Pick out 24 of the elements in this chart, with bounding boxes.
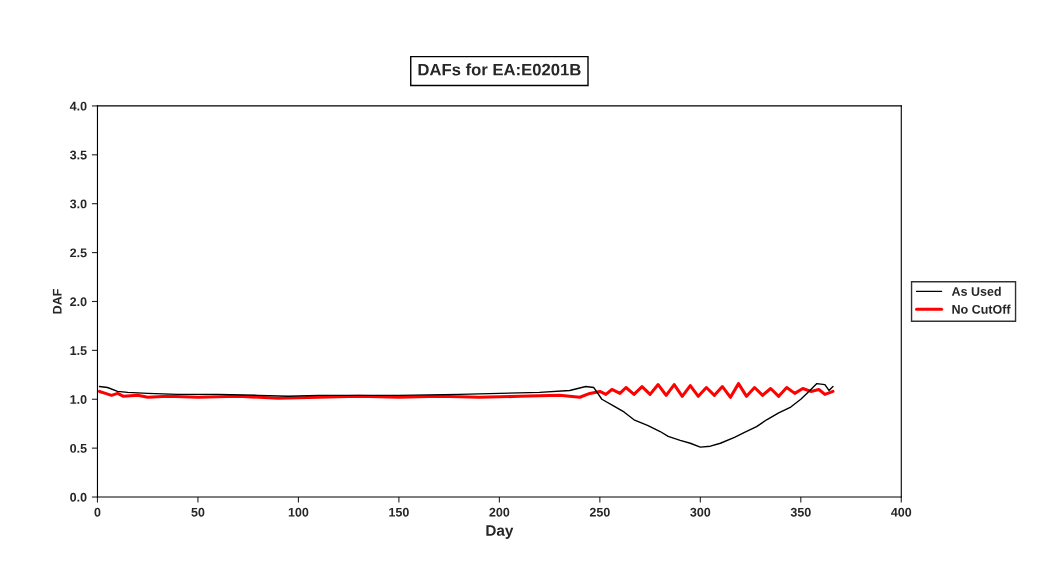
- legend-label: As Used: [951, 286, 1001, 296]
- x-tick-label: 350: [790, 507, 811, 517]
- legend-label: No CutOff: [952, 304, 1011, 314]
- x-tick-label: 50: [191, 507, 205, 517]
- y-tick-label: 3.5: [69, 150, 87, 160]
- chart-title: DAFs for EA:E0201B: [418, 63, 581, 76]
- line-series: [97, 382, 835, 400]
- x-tick-label: 100: [288, 507, 309, 517]
- x-tick-label: 400: [891, 507, 912, 517]
- x-tick-label: 300: [690, 507, 711, 517]
- x-tick-label: 200: [489, 507, 510, 517]
- y-tick-label: 3.0: [69, 199, 87, 209]
- y-tick-label: 1.0: [70, 395, 87, 404]
- x-tick-label: 150: [389, 507, 409, 517]
- y-tick-label: 0.0: [70, 492, 87, 502]
- y-tick-label: 0.5: [70, 443, 87, 453]
- y-tick-label: 2.5: [70, 248, 87, 258]
- y-tick-label: 1.5: [70, 346, 87, 356]
- x-axis-title: Day: [486, 525, 514, 539]
- y-tick-label: 2.0: [70, 297, 87, 307]
- y-axis-title: DAF: [52, 289, 62, 314]
- y-tick-label: 4.0: [69, 101, 87, 111]
- x-tick-label: 250: [589, 507, 610, 517]
- x-tick-label: 0: [94, 507, 101, 517]
